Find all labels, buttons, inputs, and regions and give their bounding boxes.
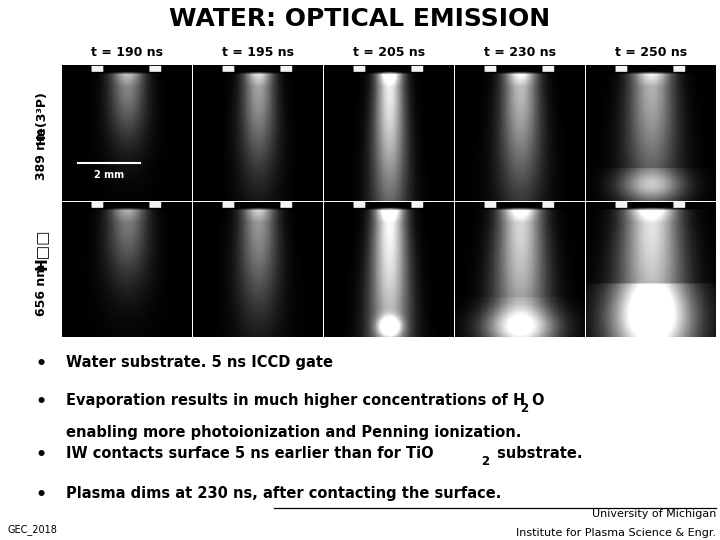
Text: t = 250 ns: t = 250 ns: [615, 45, 687, 59]
Text: 389 nm: 389 nm: [35, 127, 48, 179]
Text: substrate.: substrate.: [492, 446, 583, 461]
Text: 656 nm: 656 nm: [35, 264, 48, 316]
Text: IW contacts surface 5 ns earlier than for TiO: IW contacts surface 5 ns earlier than fo…: [66, 446, 433, 461]
Text: t = 195 ns: t = 195 ns: [222, 45, 294, 59]
Text: •: •: [35, 446, 47, 464]
Text: Evaporation results in much higher concentrations of H: Evaporation results in much higher conce…: [66, 393, 526, 408]
Text: •: •: [35, 486, 47, 504]
Text: t = 230 ns: t = 230 ns: [484, 45, 556, 59]
Text: GEC_2018: GEC_2018: [7, 524, 57, 535]
Text: 2: 2: [482, 455, 490, 468]
Text: He(3³P): He(3³P): [35, 90, 48, 144]
Text: enabling more photoionization and Penning ionization.: enabling more photoionization and Pennin…: [66, 425, 521, 440]
Text: WATER: OPTICAL EMISSION: WATER: OPTICAL EMISSION: [169, 8, 551, 31]
Text: H□□: H□□: [34, 228, 49, 270]
Text: Institute for Plasma Science & Engr.: Institute for Plasma Science & Engr.: [516, 528, 716, 538]
Text: Plasma dims at 230 ns, after contacting the surface.: Plasma dims at 230 ns, after contacting …: [66, 486, 501, 501]
Text: t = 205 ns: t = 205 ns: [353, 45, 425, 59]
Text: t = 190 ns: t = 190 ns: [91, 45, 163, 59]
Text: 2: 2: [520, 402, 528, 415]
Text: •: •: [35, 393, 47, 411]
Text: O: O: [531, 393, 544, 408]
Text: University of Michigan: University of Michigan: [592, 509, 716, 519]
Text: Water substrate. 5 ns ICCD gate: Water substrate. 5 ns ICCD gate: [66, 355, 333, 370]
Text: •: •: [35, 355, 47, 373]
Text: 2 mm: 2 mm: [94, 170, 125, 180]
